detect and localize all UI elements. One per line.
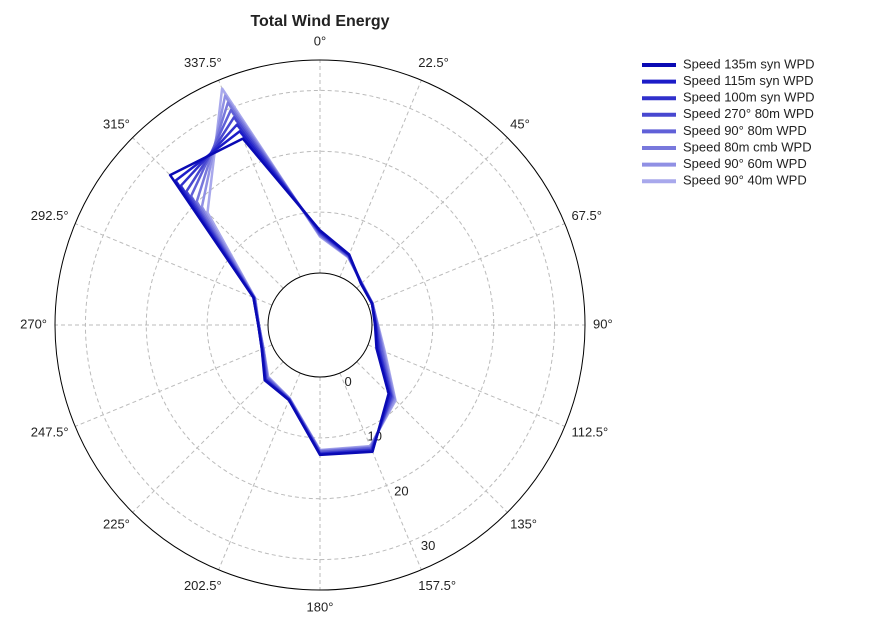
grid-ring bbox=[84, 89, 556, 561]
angle-label: 135° bbox=[510, 517, 537, 532]
spoke bbox=[339, 372, 422, 571]
angle-label: 45° bbox=[510, 116, 530, 131]
legend-label: Speed 100m syn WPD bbox=[683, 90, 815, 105]
angle-label: 202.5° bbox=[184, 578, 222, 593]
radial-tick-label: 30 bbox=[421, 538, 435, 553]
spoke bbox=[74, 223, 273, 306]
series-line bbox=[200, 94, 396, 452]
spoke bbox=[132, 361, 284, 513]
grid-ring bbox=[145, 150, 495, 500]
legend-label: Speed 80m cmb WPD bbox=[683, 139, 812, 154]
spoke bbox=[356, 137, 508, 289]
grid-ring bbox=[206, 211, 434, 439]
outer-ring bbox=[54, 59, 586, 591]
legend-label: Speed 90° 60m WPD bbox=[683, 156, 807, 171]
legend-label: Speed 90° 80m WPD bbox=[683, 123, 807, 138]
spoke bbox=[339, 79, 422, 278]
legend-label: Speed 115m syn WPD bbox=[683, 73, 814, 88]
angle-label: 0° bbox=[314, 33, 326, 48]
angle-label: 337.5° bbox=[184, 55, 222, 70]
legend-label: Speed 270° 80m WPD bbox=[683, 106, 814, 121]
angle-label: 22.5° bbox=[418, 55, 449, 70]
angle-label: 292.5° bbox=[31, 208, 69, 223]
spoke bbox=[356, 361, 508, 513]
chart-title: Total Wind Energy bbox=[250, 13, 389, 30]
series-line bbox=[168, 137, 390, 457]
radial-tick-label: 20 bbox=[394, 483, 408, 498]
angle-label: 67.5° bbox=[571, 208, 602, 223]
angle-label: 270° bbox=[20, 316, 47, 331]
angle-label: 112.5° bbox=[571, 425, 608, 440]
angle-label: 180° bbox=[307, 599, 334, 614]
inner-ring bbox=[267, 272, 373, 378]
angle-label: 247.5° bbox=[31, 425, 69, 440]
spoke bbox=[74, 344, 273, 427]
radial-tick-label: 0 bbox=[344, 374, 351, 389]
spoke bbox=[367, 223, 566, 306]
angle-label: 90° bbox=[593, 316, 613, 331]
spoke bbox=[367, 344, 566, 427]
series-line bbox=[195, 101, 395, 453]
angle-label: 157.5° bbox=[418, 578, 456, 593]
angle-label: 225° bbox=[103, 517, 130, 532]
legend-label: Speed 135m syn WPD bbox=[683, 56, 815, 71]
legend-label: Speed 90° 40m WPD bbox=[683, 173, 807, 188]
angle-label: 315° bbox=[103, 116, 130, 131]
spoke bbox=[218, 372, 301, 571]
